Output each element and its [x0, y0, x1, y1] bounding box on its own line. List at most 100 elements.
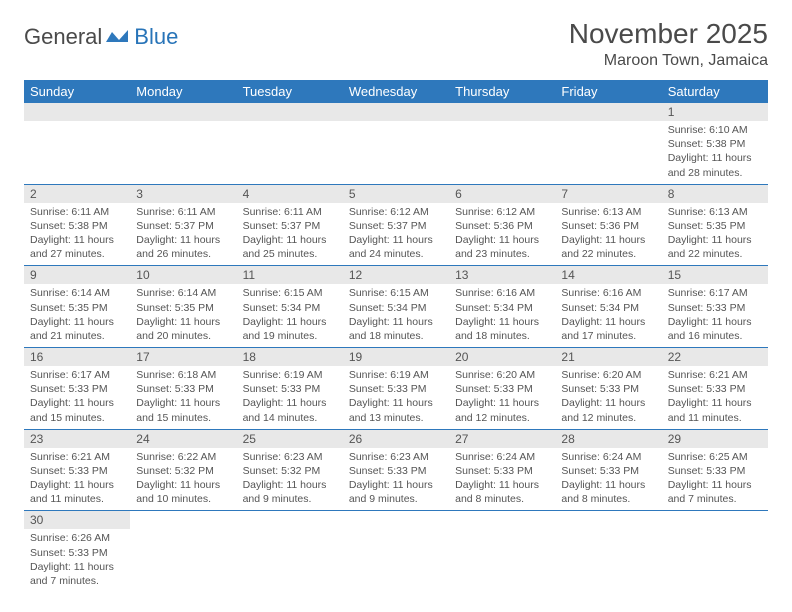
calendar-week-row: 9Sunrise: 6:14 AMSunset: 5:35 PMDaylight…	[24, 266, 768, 348]
sunrise-line: Sunrise: 6:15 AM	[349, 286, 443, 300]
calendar-cell: 17Sunrise: 6:18 AMSunset: 5:33 PMDayligh…	[130, 348, 236, 430]
calendar-cell: 28Sunrise: 6:24 AMSunset: 5:33 PMDayligh…	[555, 429, 661, 511]
day-number: 26	[343, 430, 449, 448]
day-content: Sunrise: 6:16 AMSunset: 5:34 PMDaylight:…	[555, 284, 661, 347]
sunset-line: Sunset: 5:32 PM	[243, 464, 337, 478]
sunset-line: Sunset: 5:33 PM	[30, 382, 124, 396]
sunset-line: Sunset: 5:33 PM	[561, 464, 655, 478]
sunrise-line: Sunrise: 6:10 AM	[668, 123, 762, 137]
day-number: 18	[237, 348, 343, 366]
calendar-cell: 3Sunrise: 6:11 AMSunset: 5:37 PMDaylight…	[130, 184, 236, 266]
day-number: 19	[343, 348, 449, 366]
logo-text-blue: Blue	[134, 24, 178, 50]
daylight-line: and 8 minutes.	[561, 492, 655, 506]
sunset-line: Sunset: 5:35 PM	[668, 219, 762, 233]
day-number: 27	[449, 430, 555, 448]
sunset-line: Sunset: 5:34 PM	[243, 301, 337, 315]
day-content: Sunrise: 6:10 AMSunset: 5:38 PMDaylight:…	[662, 121, 768, 184]
sunrise-line: Sunrise: 6:25 AM	[668, 450, 762, 464]
daylight-line: Daylight: 11 hours	[243, 315, 337, 329]
empty-day-strip	[449, 103, 555, 121]
sunrise-line: Sunrise: 6:11 AM	[136, 205, 230, 219]
calendar-cell: 11Sunrise: 6:15 AMSunset: 5:34 PMDayligh…	[237, 266, 343, 348]
calendar-week-row: 1Sunrise: 6:10 AMSunset: 5:38 PMDaylight…	[24, 103, 768, 184]
daylight-line: Daylight: 11 hours	[30, 560, 124, 574]
sunset-line: Sunset: 5:36 PM	[455, 219, 549, 233]
sunrise-line: Sunrise: 6:20 AM	[455, 368, 549, 382]
daylight-line: and 8 minutes.	[455, 492, 549, 506]
daylight-line: and 12 minutes.	[455, 411, 549, 425]
day-content: Sunrise: 6:23 AMSunset: 5:32 PMDaylight:…	[237, 448, 343, 511]
daylight-line: Daylight: 11 hours	[561, 396, 655, 410]
sunrise-line: Sunrise: 6:23 AM	[243, 450, 337, 464]
daylight-line: Daylight: 11 hours	[668, 151, 762, 165]
day-number: 9	[24, 266, 130, 284]
day-number: 23	[24, 430, 130, 448]
daylight-line: Daylight: 11 hours	[561, 233, 655, 247]
sunset-line: Sunset: 5:33 PM	[455, 464, 549, 478]
daylight-line: Daylight: 11 hours	[668, 396, 762, 410]
calendar-cell: 15Sunrise: 6:17 AMSunset: 5:33 PMDayligh…	[662, 266, 768, 348]
weekday-header-row: Sunday Monday Tuesday Wednesday Thursday…	[24, 80, 768, 103]
day-number: 17	[130, 348, 236, 366]
day-content: Sunrise: 6:12 AMSunset: 5:37 PMDaylight:…	[343, 203, 449, 266]
day-content: Sunrise: 6:11 AMSunset: 5:37 PMDaylight:…	[237, 203, 343, 266]
sunrise-line: Sunrise: 6:16 AM	[561, 286, 655, 300]
daylight-line: Daylight: 11 hours	[136, 396, 230, 410]
daylight-line: Daylight: 11 hours	[30, 396, 124, 410]
day-content: Sunrise: 6:14 AMSunset: 5:35 PMDaylight:…	[24, 284, 130, 347]
daylight-line: and 22 minutes.	[561, 247, 655, 261]
calendar-week-row: 2Sunrise: 6:11 AMSunset: 5:38 PMDaylight…	[24, 184, 768, 266]
sunset-line: Sunset: 5:33 PM	[30, 546, 124, 560]
daylight-line: Daylight: 11 hours	[455, 315, 549, 329]
day-number: 8	[662, 185, 768, 203]
weekday-header: Wednesday	[343, 80, 449, 103]
calendar-week-row: 23Sunrise: 6:21 AMSunset: 5:33 PMDayligh…	[24, 429, 768, 511]
day-content: Sunrise: 6:18 AMSunset: 5:33 PMDaylight:…	[130, 366, 236, 429]
sunset-line: Sunset: 5:37 PM	[243, 219, 337, 233]
calendar-cell	[662, 511, 768, 592]
daylight-line: Daylight: 11 hours	[243, 478, 337, 492]
logo: General Blue	[24, 24, 178, 50]
day-content: Sunrise: 6:23 AMSunset: 5:33 PMDaylight:…	[343, 448, 449, 511]
day-number: 29	[662, 430, 768, 448]
sunrise-line: Sunrise: 6:11 AM	[30, 205, 124, 219]
daylight-line: Daylight: 11 hours	[349, 478, 443, 492]
calendar-cell: 14Sunrise: 6:16 AMSunset: 5:34 PMDayligh…	[555, 266, 661, 348]
daylight-line: and 25 minutes.	[243, 247, 337, 261]
calendar-cell: 21Sunrise: 6:20 AMSunset: 5:33 PMDayligh…	[555, 348, 661, 430]
daylight-line: and 9 minutes.	[243, 492, 337, 506]
sunrise-line: Sunrise: 6:15 AM	[243, 286, 337, 300]
daylight-line: and 15 minutes.	[136, 411, 230, 425]
daylight-line: and 28 minutes.	[668, 166, 762, 180]
sunset-line: Sunset: 5:33 PM	[349, 464, 443, 478]
daylight-line: and 26 minutes.	[136, 247, 230, 261]
daylight-line: Daylight: 11 hours	[136, 478, 230, 492]
daylight-line: and 24 minutes.	[349, 247, 443, 261]
sunrise-line: Sunrise: 6:17 AM	[30, 368, 124, 382]
day-number: 22	[662, 348, 768, 366]
month-title: November 2025	[569, 18, 768, 50]
sunset-line: Sunset: 5:35 PM	[136, 301, 230, 315]
sunrise-line: Sunrise: 6:23 AM	[349, 450, 443, 464]
day-number: 3	[130, 185, 236, 203]
daylight-line: Daylight: 11 hours	[30, 315, 124, 329]
day-content: Sunrise: 6:11 AMSunset: 5:38 PMDaylight:…	[24, 203, 130, 266]
flag-icon	[106, 28, 132, 46]
sunrise-line: Sunrise: 6:14 AM	[136, 286, 230, 300]
sunset-line: Sunset: 5:33 PM	[668, 382, 762, 396]
sunset-line: Sunset: 5:33 PM	[136, 382, 230, 396]
day-content: Sunrise: 6:14 AMSunset: 5:35 PMDaylight:…	[130, 284, 236, 347]
sunrise-line: Sunrise: 6:13 AM	[668, 205, 762, 219]
calendar-cell	[555, 511, 661, 592]
day-number: 25	[237, 430, 343, 448]
daylight-line: and 20 minutes.	[136, 329, 230, 343]
sunset-line: Sunset: 5:33 PM	[668, 464, 762, 478]
weekday-header: Tuesday	[237, 80, 343, 103]
sunset-line: Sunset: 5:34 PM	[561, 301, 655, 315]
sunset-line: Sunset: 5:38 PM	[668, 137, 762, 151]
calendar-table: Sunday Monday Tuesday Wednesday Thursday…	[24, 80, 768, 592]
day-number: 30	[24, 511, 130, 529]
calendar-cell: 19Sunrise: 6:19 AMSunset: 5:33 PMDayligh…	[343, 348, 449, 430]
sunrise-line: Sunrise: 6:19 AM	[349, 368, 443, 382]
